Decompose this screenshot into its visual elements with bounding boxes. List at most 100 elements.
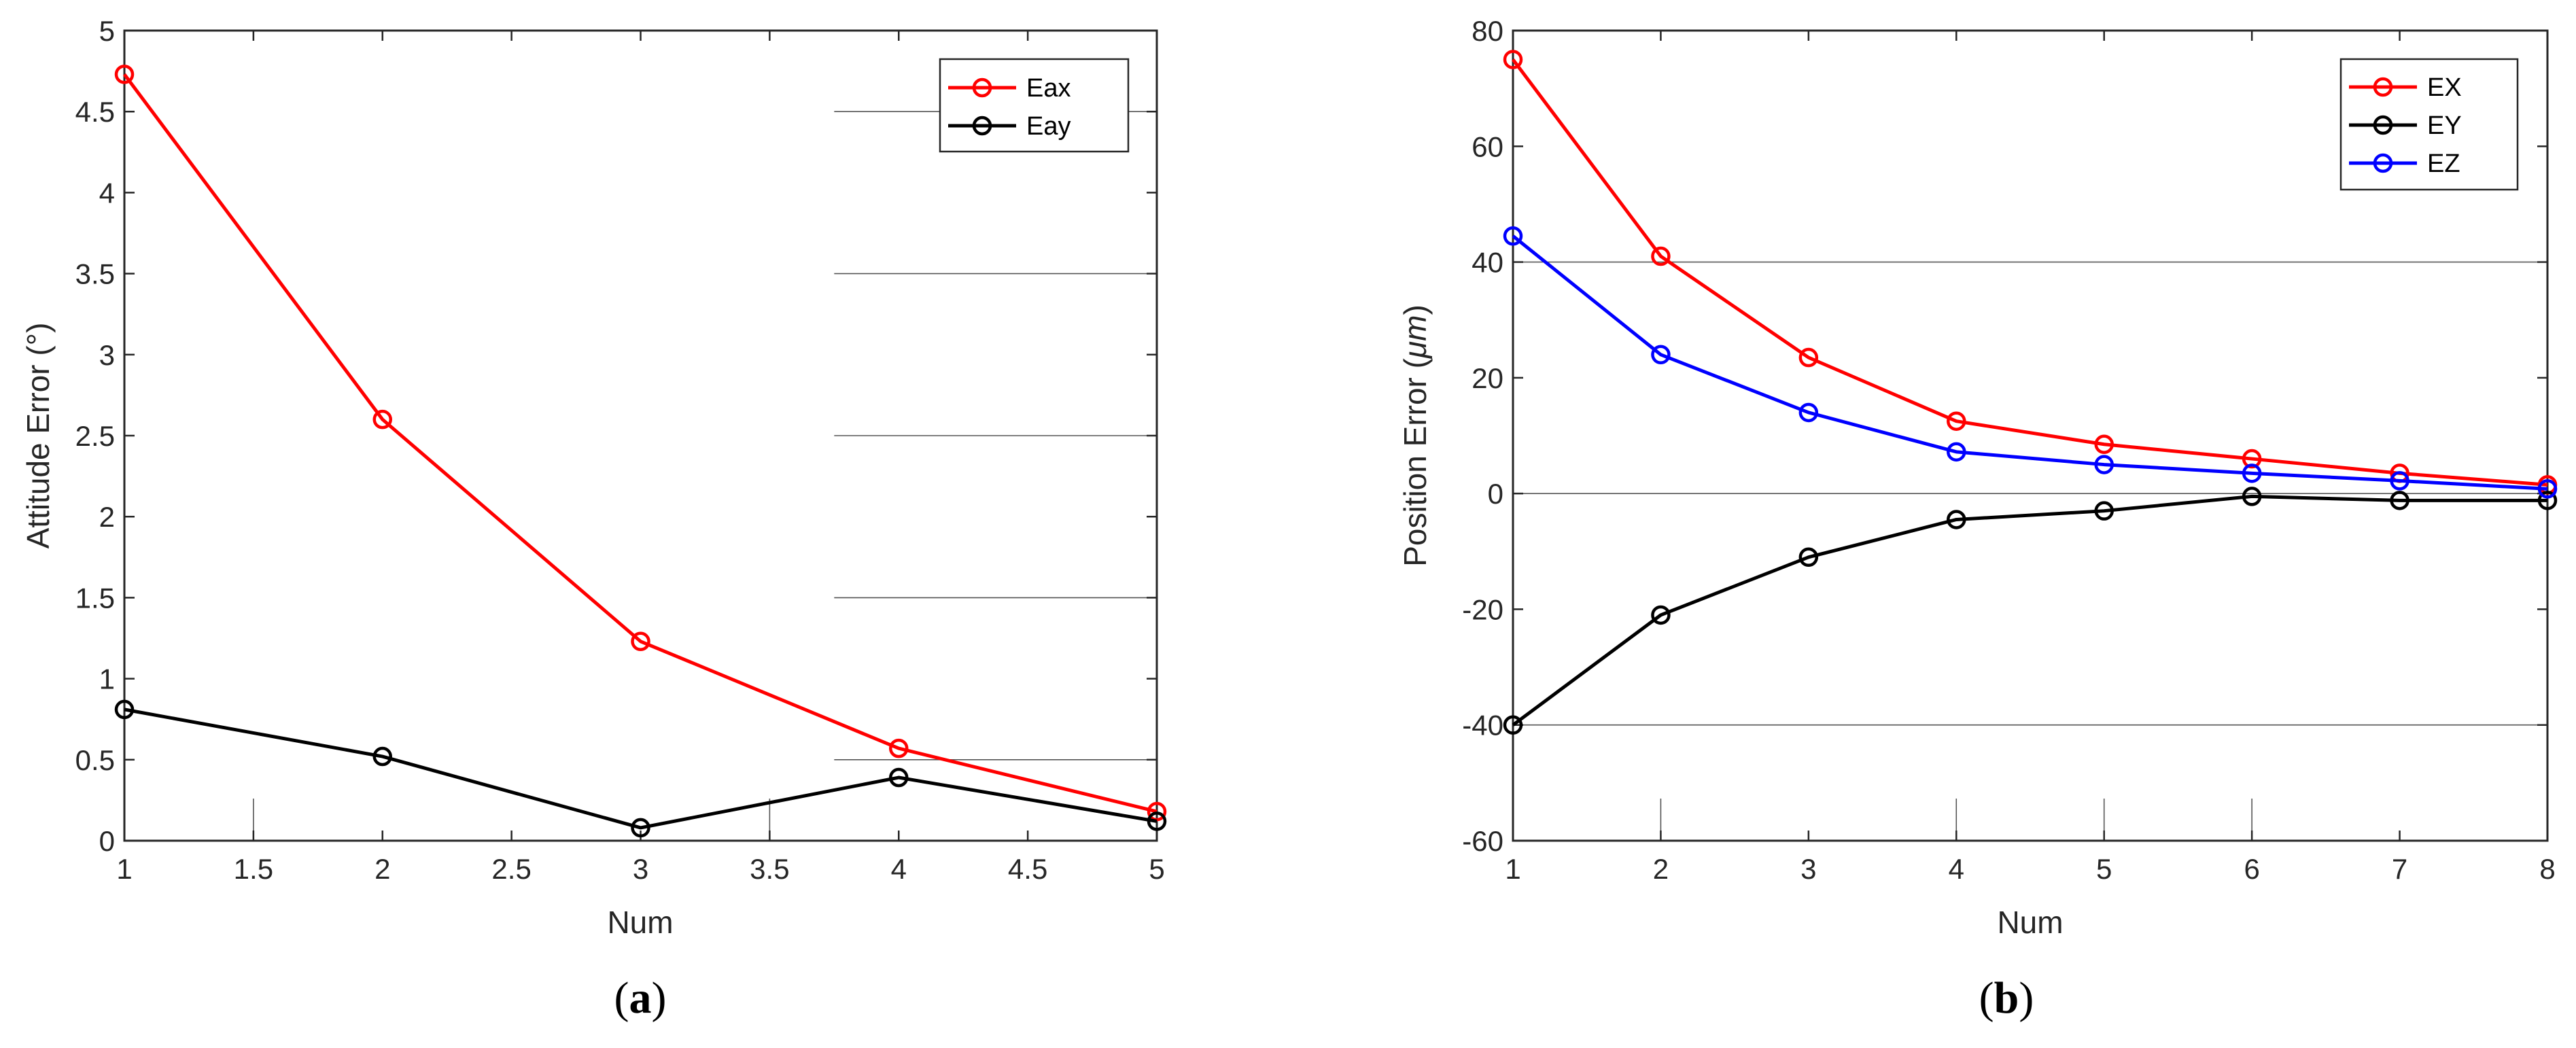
- x-tick-label: 3: [633, 853, 648, 885]
- x-tick-label: 1: [116, 853, 132, 885]
- plot-b-y-axis-unit: μm: [1397, 315, 1433, 360]
- data-point-ey: [1503, 715, 1523, 735]
- caption-b: (b): [1979, 973, 2034, 1023]
- legend-marker-eay: [972, 116, 992, 136]
- data-point-ex: [2094, 434, 2114, 455]
- caption-b-letter: b: [1994, 973, 2019, 1023]
- series-line-eay: [124, 708, 1158, 830]
- y-tick-label: 40: [1472, 247, 1503, 279]
- y-tick-label: 4: [99, 177, 115, 209]
- plot-a-y-axis-title: Attitude Error (°): [20, 323, 56, 549]
- y-tick-label: 60: [1472, 130, 1503, 162]
- data-point-eax: [114, 65, 135, 84]
- legend-marker-ey: [2373, 115, 2393, 135]
- caption-a-close: ): [652, 973, 667, 1023]
- plot-a-x-ticks: 1 1.5 2 2.5 3 3.5 4 4.5 5: [116, 31, 1165, 885]
- plot-b-series: [1503, 50, 2558, 735]
- caption-b-open: (: [1979, 973, 1994, 1023]
- y-tick-label: 2.5: [75, 420, 115, 452]
- series-eay: [114, 699, 1167, 838]
- series-line-ex: [1512, 58, 2548, 487]
- y-tick-label: 0: [99, 825, 115, 857]
- data-point-ex: [1798, 347, 1819, 368]
- y-tick-label: -60: [1462, 825, 1503, 857]
- data-point-ez: [2094, 455, 2114, 474]
- panel-b: 1 2 3 4 5 6 7 8 -60 -40 -20 0 20 40 60 80 Num Position…: [1397, 15, 2558, 1023]
- plot-b-y-axis-title-text: Position Error (: [1397, 357, 1433, 566]
- legend-label-eay: Eay: [1026, 112, 1071, 141]
- y-tick-label: 80: [1472, 15, 1503, 47]
- caption-a: (a): [614, 973, 667, 1023]
- series-line-ez: [1512, 234, 2548, 491]
- data-point-eay: [372, 746, 392, 767]
- x-tick-label: 3: [1800, 853, 1816, 885]
- data-point-eax: [631, 631, 650, 652]
- data-point-ey: [2390, 491, 2409, 510]
- data-point-ex: [2242, 449, 2262, 469]
- plot-a-x-axis-title: Num: [607, 905, 673, 940]
- plot-a-series: [114, 65, 1167, 838]
- x-tick-label: 5: [1149, 853, 1164, 885]
- series-eax: [114, 65, 1167, 822]
- y-tick-label: -40: [1462, 710, 1503, 741]
- data-point-ex: [1947, 411, 1966, 431]
- data-point-ez: [2390, 471, 2409, 491]
- caption-a-open: (: [614, 973, 629, 1023]
- legend-label-eax: Eax: [1026, 74, 1071, 103]
- plot-b-y-axis-close: ): [1397, 304, 1433, 315]
- series-ey: [1503, 487, 2558, 735]
- series-ez: [1503, 226, 2558, 499]
- data-point-ey: [2094, 501, 2114, 521]
- data-point-ez: [1947, 442, 1966, 462]
- y-tick-label: 5: [99, 15, 115, 47]
- x-tick-label: 3.5: [750, 853, 789, 885]
- x-tick-label: 4.5: [1008, 853, 1047, 885]
- plot-b-x-axis-title: Num: [1997, 905, 2063, 940]
- legend-label-ey: EY: [2427, 111, 2462, 140]
- data-point-ey: [1947, 510, 1966, 529]
- y-tick-label: 2: [99, 501, 115, 533]
- plot-b-legend: EX EY EZ: [2339, 58, 2519, 191]
- plot-a-y-ticks: 0 0.5 1 1.5 2 2.5 3 3.5 4 4.5 5: [75, 15, 1157, 857]
- data-point-ex: [1651, 246, 1671, 266]
- x-tick-label: 1.5: [234, 853, 273, 885]
- x-tick-label: 8: [2539, 853, 2555, 885]
- data-point-ez: [2537, 479, 2558, 499]
- y-tick-label: 3: [99, 339, 115, 371]
- y-tick-label: 4.5: [75, 96, 115, 128]
- x-tick-label: 2: [375, 853, 390, 885]
- y-tick-label: -20: [1462, 593, 1503, 625]
- series-line-ey: [1512, 494, 2547, 727]
- plot-a-legend-box: [939, 58, 1130, 153]
- plot-a-legend: Eax Eay: [939, 58, 1130, 153]
- y-tick-label: 1: [99, 663, 115, 695]
- x-tick-label: 5: [2096, 853, 2112, 885]
- y-tick-label: 0: [1488, 478, 1503, 510]
- plot-b-x-ticks: 1 2 3 4 5 6 7 8: [1505, 31, 2556, 885]
- x-tick-label: 2.5: [491, 853, 531, 885]
- x-tick-label: 4: [891, 853, 907, 885]
- x-tick-label: 2: [1653, 853, 1669, 885]
- caption-b-close: ): [2019, 973, 2034, 1023]
- legend-label-ez: EZ: [2427, 150, 2460, 178]
- data-point-eay: [889, 767, 909, 788]
- data-point-eay: [631, 818, 650, 838]
- y-tick-label: 1.5: [75, 582, 115, 614]
- x-tick-label: 4: [1949, 853, 1964, 885]
- x-tick-label: 6: [2244, 853, 2259, 885]
- x-tick-label: 1: [1505, 853, 1520, 885]
- x-tick-label: 7: [2392, 853, 2407, 885]
- y-tick-label: 0.5: [75, 744, 115, 776]
- data-point-eay: [1147, 811, 1167, 831]
- data-point-eax: [372, 409, 392, 430]
- data-point-ey: [2242, 487, 2262, 506]
- panel-a: 1 1.5 2 2.5 3 3.5 4 4.5 5 00.511.522.533.544.55 …: [20, 15, 1167, 1023]
- plot-b-y-axis-title: Position Error (μm): [1397, 304, 1433, 567]
- y-tick-label: 20: [1472, 362, 1503, 394]
- data-point-ez: [1651, 345, 1671, 365]
- plot-b-y-ticks: -60 -40 -20 0 20 40 60 80: [1462, 15, 2547, 857]
- data-point-ey: [2537, 491, 2558, 510]
- legend-marker-eax: [972, 77, 992, 98]
- data-point-ez: [1798, 402, 1819, 423]
